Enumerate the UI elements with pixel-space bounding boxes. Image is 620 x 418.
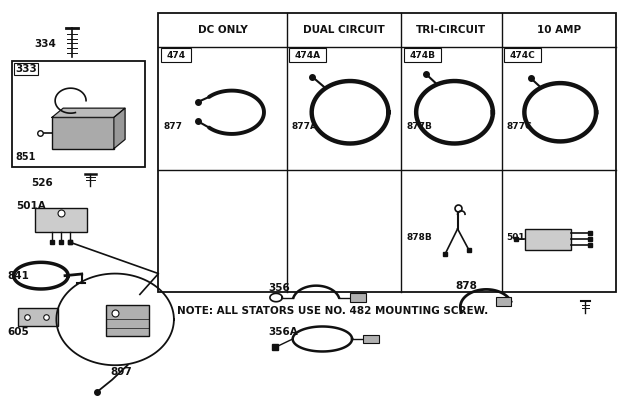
Text: 878: 878 <box>455 281 477 291</box>
Bar <box>106 305 149 336</box>
Bar <box>52 117 114 148</box>
FancyBboxPatch shape <box>35 208 87 232</box>
Text: 474C: 474C <box>510 51 536 59</box>
Text: 333: 333 <box>16 64 37 74</box>
Text: 877B: 877B <box>406 122 432 131</box>
Text: 10 AMP: 10 AMP <box>537 25 581 35</box>
Polygon shape <box>52 108 125 117</box>
Bar <box>159 13 616 292</box>
Text: DC ONLY: DC ONLY <box>198 25 247 35</box>
Text: eReplacementParts.com: eReplacementParts.com <box>327 237 454 247</box>
Text: 851: 851 <box>16 152 36 162</box>
Text: 605: 605 <box>7 327 29 337</box>
Text: 877: 877 <box>164 122 182 131</box>
Text: 841: 841 <box>7 272 29 281</box>
Text: DUAL CIRCUIT: DUAL CIRCUIT <box>303 25 385 35</box>
Text: 501A: 501A <box>16 201 46 211</box>
Bar <box>289 48 326 62</box>
Text: 501: 501 <box>507 232 525 242</box>
Bar <box>495 297 511 306</box>
Text: 356: 356 <box>268 283 290 293</box>
Bar <box>404 48 441 62</box>
Text: 526: 526 <box>32 178 53 188</box>
Bar <box>504 48 541 62</box>
Text: 877C: 877C <box>507 122 533 131</box>
Text: 897: 897 <box>111 367 133 377</box>
Text: 474A: 474A <box>294 51 321 59</box>
Bar <box>161 48 190 62</box>
Text: 474: 474 <box>166 51 185 59</box>
Text: NOTE: ALL STATORS USE NO. 482 MOUNTING SCREW.: NOTE: ALL STATORS USE NO. 482 MOUNTING S… <box>177 306 488 316</box>
Text: 877A: 877A <box>291 122 317 131</box>
Polygon shape <box>114 108 125 148</box>
Bar <box>18 308 58 326</box>
Text: TRI-CIRCUIT: TRI-CIRCUIT <box>417 25 487 35</box>
Text: 878B: 878B <box>406 232 432 242</box>
Bar <box>525 229 572 250</box>
Text: 334: 334 <box>35 39 56 49</box>
Bar <box>12 61 145 167</box>
Bar <box>363 335 379 343</box>
Text: 474B: 474B <box>409 51 435 59</box>
Text: 356A: 356A <box>268 327 298 337</box>
Bar <box>350 293 366 302</box>
